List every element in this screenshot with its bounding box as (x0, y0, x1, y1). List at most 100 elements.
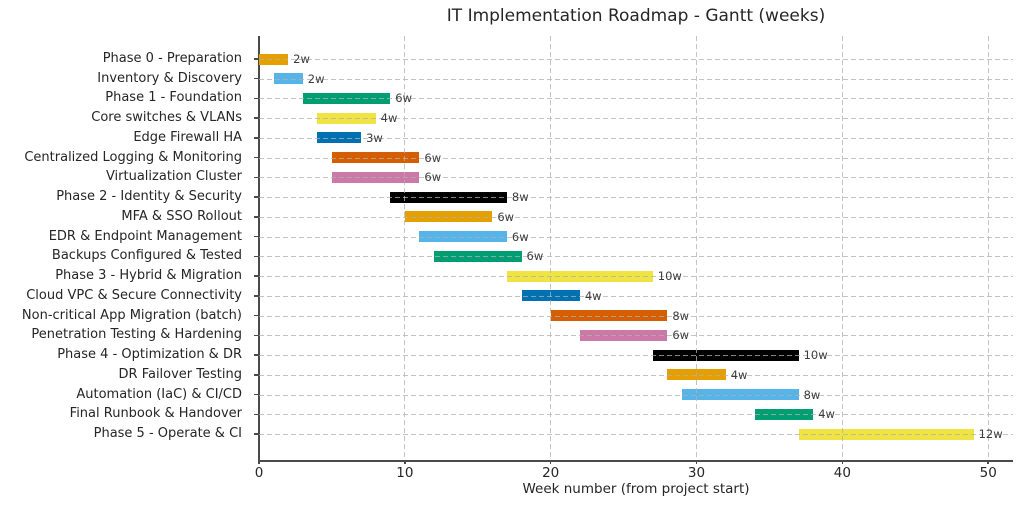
y-tick-mark (254, 255, 259, 258)
y-tick-mark (254, 275, 259, 277)
y-axis-spine (258, 36, 260, 460)
bar-duration-label: 10w (657, 269, 682, 284)
y-axis-label: Inventory & Discovery (97, 70, 242, 86)
row-gridline (259, 118, 1013, 120)
y-tick-mark (254, 58, 259, 60)
y-axis-label: Backups Configured & Tested (51, 248, 242, 264)
y-axis-label: DR Failover Testing (118, 366, 242, 382)
y-axis-label: Centralized Logging & Monitoring (24, 149, 242, 165)
bar-duration-label: 4w (818, 407, 835, 422)
y-axis-label: MFA & SSO Rollout (121, 208, 242, 224)
x-tick-label: 50 (979, 465, 997, 481)
y-axis-label: Automation (IaC) & CI/CD (76, 386, 242, 402)
y-axis-label: Final Runbook & Handover (69, 406, 242, 422)
bar-duration-label: 6w (424, 150, 442, 165)
y-tick-mark (254, 216, 259, 218)
x-tick-label: 30 (687, 465, 706, 481)
bar-duration-label: 3w (366, 130, 383, 145)
y-axis-label: Phase 2 - Identity & Security (56, 189, 242, 205)
y-axis-label: EDR & Endpoint Management (48, 228, 242, 244)
y-tick-mark (254, 314, 259, 317)
x-tick-mark (841, 460, 844, 464)
bar-duration-label: 2w (293, 52, 310, 66)
y-axis-label: Penetration Testing & Hardening (31, 327, 242, 343)
bar-duration-label: 6w (672, 328, 690, 343)
row-gridline (259, 256, 1013, 258)
y-tick-mark (254, 196, 259, 198)
row-gridline (259, 434, 1013, 435)
row-gridline (259, 335, 1013, 337)
y-tick-mark (254, 433, 259, 435)
y-tick-mark (254, 156, 259, 159)
x-tick-label: 20 (542, 465, 560, 481)
y-tick-mark (254, 77, 259, 80)
bar-duration-label: 2w (307, 71, 325, 86)
x-gridline (404, 36, 406, 460)
row-gridline (259, 59, 1013, 60)
x-tick-label: 40 (833, 465, 851, 481)
row-gridline (259, 295, 1013, 297)
bar-duration-label: 6w (424, 170, 442, 185)
y-axis-label: Cloud VPC & Secure Connectivity (26, 287, 242, 303)
y-tick-mark (254, 334, 259, 337)
x-tick-label: 0 (254, 465, 264, 481)
y-tick-mark (254, 235, 259, 238)
bar-duration-label: 8w (511, 190, 529, 205)
row-gridline (259, 216, 1013, 218)
y-axis-label: Phase 4 - Optimization & DR (57, 347, 242, 363)
y-tick-mark (254, 97, 259, 100)
bar-duration-label: 4w (380, 111, 398, 126)
x-gridline (987, 36, 989, 460)
row-gridline (259, 236, 1013, 238)
bar-duration-label: 6w (497, 209, 515, 224)
bar-duration-label: 6w (511, 229, 529, 244)
x-tick-mark (404, 460, 406, 464)
x-gridline (696, 36, 698, 460)
x-tick-mark (695, 460, 698, 464)
x-gridline (550, 36, 552, 460)
y-tick-mark (254, 393, 259, 396)
x-axis-spine (258, 460, 1013, 462)
chart-title: IT Implementation Roadmap - Gantt (weeks… (446, 6, 826, 26)
row-gridline (259, 276, 1013, 278)
row-gridline (259, 157, 1013, 159)
bar-duration-label: 4w (730, 367, 748, 382)
y-tick-mark (254, 295, 259, 297)
row-gridline (259, 374, 1013, 376)
y-axis-labels: Phase 0 - Preparation Inventory & Discove… (0, 36, 250, 460)
x-tick-mark (987, 460, 989, 464)
y-tick-mark (254, 413, 259, 415)
y-axis-label: Phase 0 - Preparation (102, 51, 242, 66)
plot-area: 2w 2w 6w 4w 3w 6w 6w 8w 6w 6w 6w 10w 4w 8w 6w 10w 4w 8w 4w… (254, 36, 1013, 464)
bar-duration-label: 4w (584, 288, 602, 303)
y-tick-mark (254, 374, 259, 376)
x-tick-mark (258, 460, 260, 464)
y-axis-label: Phase 3 - Hybrid & Migration (55, 268, 242, 284)
y-axis-label: Phase 5 - Operate & CI (93, 426, 242, 441)
bar-duration-label: 6w (526, 249, 544, 264)
bar-duration-label: 12w (978, 427, 1003, 441)
y-axis-label: Edge Firewall HA (133, 129, 242, 145)
row-gridline (259, 197, 1013, 199)
x-axis-title: Week number (from project start) (522, 481, 750, 497)
bar-duration-label: 6w (395, 91, 412, 106)
row-gridline (259, 137, 1013, 139)
row-gridline (259, 315, 1013, 317)
bar-duration-label: 10w (803, 348, 828, 363)
y-axis-label: Non-critical App Migration (batch) (21, 307, 242, 323)
y-axis-label: Core switches & VLANs (91, 110, 242, 126)
row-gridline (259, 78, 1013, 80)
y-axis-label: Phase 1 - Foundation (105, 90, 242, 106)
x-tick-label: 10 (396, 465, 414, 481)
x-tick-mark (549, 460, 552, 464)
y-axis-label: Virtualization Cluster (105, 169, 242, 185)
y-tick-mark (254, 137, 259, 139)
row-gridline (259, 355, 1013, 357)
row-gridline (259, 98, 1013, 100)
x-gridline (841, 36, 843, 460)
y-tick-mark (254, 354, 259, 356)
bar-duration-label: 8w (672, 308, 690, 323)
row-gridline (259, 414, 1013, 416)
row-gridline (259, 177, 1013, 179)
